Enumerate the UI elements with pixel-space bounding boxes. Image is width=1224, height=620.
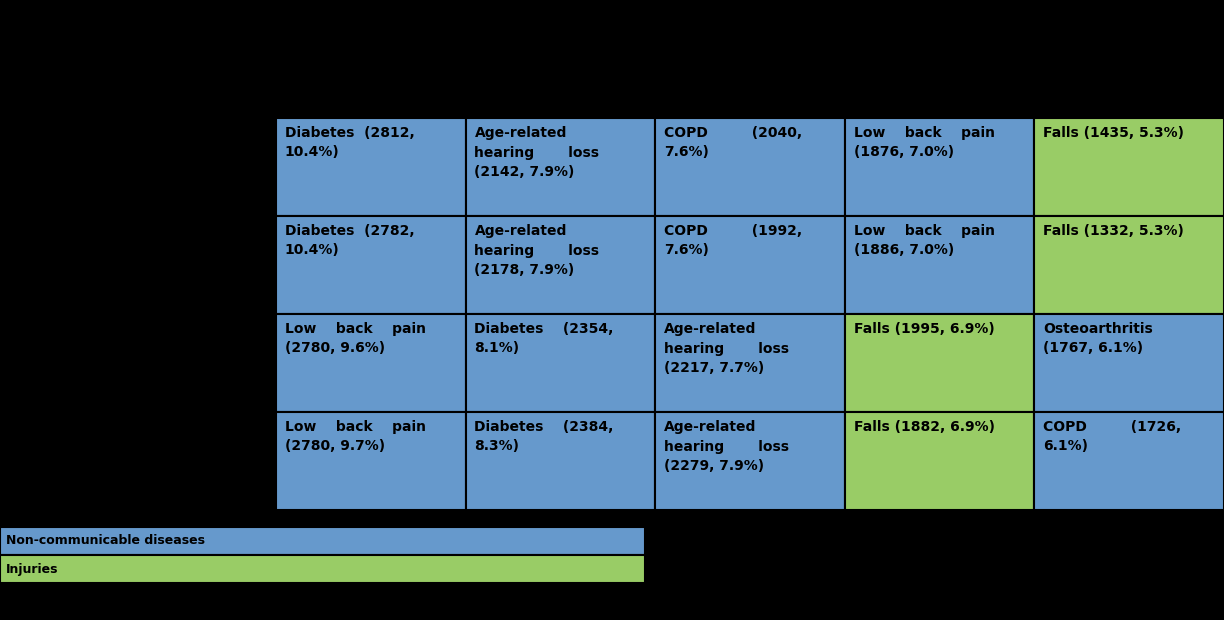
Bar [655, 314, 845, 412]
Bar [465, 216, 655, 314]
Text: Diabetes  (2812,
10.4%): Diabetes (2812, 10.4%) [285, 126, 415, 159]
Text: Injuries: Injuries [6, 562, 59, 575]
Text: Low    back    pain
(1876, 7.0%): Low back pain (1876, 7.0%) [853, 126, 995, 159]
Text: Low    back    pain
(2780, 9.7%): Low back pain (2780, 9.7%) [285, 420, 426, 453]
Bar [275, 412, 465, 510]
Text: Falls (1995, 6.9%): Falls (1995, 6.9%) [853, 322, 994, 336]
Text: Age-related
hearing       loss
(2279, 7.9%): Age-related hearing loss (2279, 7.9%) [665, 420, 789, 473]
Text: Falls (1882, 6.9%): Falls (1882, 6.9%) [853, 420, 995, 434]
Bar [275, 118, 465, 216]
Bar [845, 118, 1034, 216]
Bar [465, 314, 655, 412]
Text: COPD         (1992,
7.6%): COPD (1992, 7.6%) [665, 224, 802, 257]
Text: Age-related
hearing       loss
(2217, 7.7%): Age-related hearing loss (2217, 7.7%) [665, 322, 789, 375]
Bar [275, 314, 465, 412]
Bar [0, 555, 645, 583]
Bar [655, 118, 845, 216]
Text: COPD         (1726,
6.1%): COPD (1726, 6.1%) [1043, 420, 1181, 453]
Bar [655, 216, 845, 314]
Bar [465, 118, 655, 216]
Bar [845, 216, 1034, 314]
Text: Diabetes    (2354,
8.1%): Diabetes (2354, 8.1%) [475, 322, 614, 355]
Text: Age-related
hearing       loss
(2178, 7.9%): Age-related hearing loss (2178, 7.9%) [475, 224, 600, 277]
Bar [655, 412, 845, 510]
Bar [465, 412, 655, 510]
Text: COPD         (2040,
7.6%): COPD (2040, 7.6%) [665, 126, 802, 159]
Text: Diabetes  (2782,
10.4%): Diabetes (2782, 10.4%) [285, 224, 415, 257]
Text: Low    back    pain
(2780, 9.6%): Low back pain (2780, 9.6%) [285, 322, 426, 355]
Text: Osteoarthritis
(1767, 6.1%): Osteoarthritis (1767, 6.1%) [1043, 322, 1153, 355]
Bar [1034, 118, 1224, 216]
Text: Low    back    pain
(1886, 7.0%): Low back pain (1886, 7.0%) [853, 224, 995, 257]
Text: Non-communicable diseases: Non-communicable diseases [6, 534, 204, 547]
Bar [1034, 412, 1224, 510]
Bar [845, 314, 1034, 412]
Text: Age-related
hearing       loss
(2142, 7.9%): Age-related hearing loss (2142, 7.9%) [475, 126, 600, 179]
Bar [1034, 216, 1224, 314]
Bar [845, 412, 1034, 510]
Bar [275, 216, 465, 314]
Bar [0, 527, 645, 555]
Text: Diabetes    (2384,
8.3%): Diabetes (2384, 8.3%) [475, 420, 614, 453]
Text: Falls (1435, 5.3%): Falls (1435, 5.3%) [1043, 126, 1185, 140]
Text: Falls (1332, 5.3%): Falls (1332, 5.3%) [1043, 224, 1184, 238]
Bar [1034, 314, 1224, 412]
